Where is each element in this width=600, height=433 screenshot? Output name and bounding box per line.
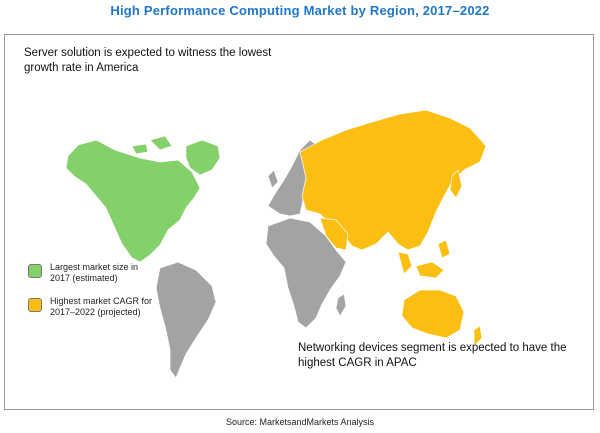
- region-north-america: [65, 139, 201, 263]
- region-southeast-asia: [397, 239, 451, 279]
- legend-swatch-green: [28, 264, 42, 278]
- region-madagascar: [335, 293, 347, 317]
- region-australia: [401, 289, 465, 339]
- region-africa: [265, 217, 347, 329]
- region-new-zealand: [473, 325, 483, 347]
- region-greenland: [185, 139, 221, 176]
- region-arabia: [319, 217, 349, 251]
- region-canada-islands: [131, 135, 173, 155]
- chart-title: High Performance Computing Market by Reg…: [110, 3, 490, 18]
- legend-label-largest: Largest market size in 2017 (estimated): [50, 262, 139, 283]
- region-uk: [267, 169, 279, 189]
- region-south-america: [155, 261, 217, 379]
- legend-swatch-yellow: [28, 298, 42, 312]
- callout-apac: Networking devices segment is expected t…: [298, 342, 567, 369]
- legend-item-cagr: Highest market CAGR for 2017–2022 (proje…: [28, 296, 158, 318]
- callout-america: Server solution is expected to witness t…: [24, 47, 272, 74]
- legend-label-cagr: Highest market CAGR for 2017–2022 (proje…: [50, 296, 153, 317]
- legend-item-largest: Largest market size in 2017 (estimated): [28, 262, 158, 284]
- legend: Largest market size in 2017 (estimated) …: [28, 262, 158, 330]
- region-japan: [449, 169, 463, 199]
- source-note: Source: MarketsandMarkets Analysis: [225, 417, 375, 427]
